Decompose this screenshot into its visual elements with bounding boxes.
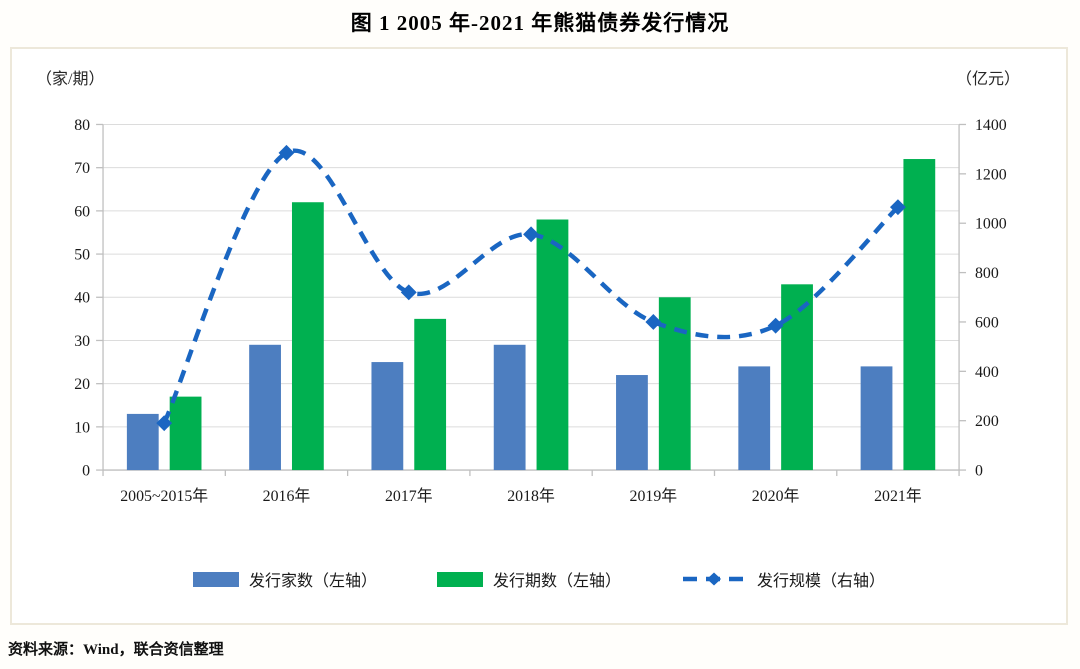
- left-axis-tick-label: 30: [74, 333, 90, 350]
- issuers-bar-2020年: [738, 366, 771, 471]
- issuers-bar-2019年: [616, 375, 648, 471]
- issuers-bar-2016年: [249, 344, 281, 471]
- right-axis-tick-label: 1000: [975, 216, 1007, 233]
- legend-label-scale: 发行规模（右轴）: [757, 573, 886, 590]
- issuers-bar-swatch-icon: [192, 571, 239, 587]
- legend-label-issues: 发行期数（左轴）: [492, 573, 621, 590]
- issuers-bar-2005~2015年: [126, 413, 159, 471]
- left-axis-tick-label: 80: [74, 117, 90, 134]
- right-axis-tick-label: 1400: [975, 117, 1007, 134]
- scale-point-2016年: [278, 144, 295, 161]
- right-axis-tick-label: 1200: [975, 166, 1007, 183]
- left-axis-tick-label: 20: [74, 376, 90, 393]
- right-axis-tick-label: 200: [975, 413, 999, 430]
- chart-panel: （家/期） （亿元） 0 10 20 30 40 50 60 70 80 0 200 400 600 80…: [10, 47, 1068, 625]
- right-axis-tick-label: 0: [975, 463, 983, 480]
- issues-bar-2005~2015年: [169, 396, 202, 471]
- scale-point-2017年: [400, 284, 417, 301]
- issuers-bar-2018年: [493, 344, 526, 471]
- issues-bar-2018年: [536, 219, 569, 471]
- scale-point-2005~2015年: [156, 415, 173, 432]
- scale-point-2019年: [645, 314, 662, 330]
- right-axis-tick-label: 800: [975, 265, 999, 282]
- left-axis-unit-label: （家/期）: [36, 71, 105, 88]
- issuers-bar-2021年: [860, 366, 893, 471]
- right-axis-unit-label: （亿元）: [955, 71, 1020, 88]
- scale-diamond-marker-icon: [707, 572, 721, 586]
- issues-bar-2019年: [658, 297, 691, 471]
- legend: 发行家数（左轴） 发行期数（左轴） 发行规模（右轴）: [12, 567, 1066, 591]
- left-axis-tick-label: 60: [74, 203, 90, 220]
- left-axis-tick-label: 0: [82, 463, 90, 480]
- x-axis-category-label: 2018年: [507, 487, 555, 505]
- x-axis-category-label: 2005~2015年: [120, 487, 208, 505]
- scale-dashed-line: [162, 148, 900, 425]
- issues-bar-2016年: [291, 202, 324, 471]
- legend-item-issues: 发行期数（左轴）: [436, 567, 621, 591]
- issues-bar-2020年: [781, 284, 813, 471]
- issues-bar-swatch-icon: [436, 571, 483, 587]
- right-axis-tick-label: 600: [975, 314, 999, 331]
- issuers-bar-2017年: [371, 362, 404, 471]
- left-axis-tick-label: 10: [74, 419, 90, 436]
- issues-bar-2021年: [903, 159, 936, 471]
- chart-title: 图 1 2005 年-2021 年熊猫债券发行情况: [350, 11, 730, 35]
- source-note: 资料来源：Wind，联合资信整理: [8, 642, 224, 658]
- left-axis-tick-label: 50: [74, 247, 90, 264]
- scale-dashed-line-swatch-icon: [683, 572, 745, 586]
- legend-item-scale: 发行规模（右轴）: [681, 567, 885, 591]
- legend-item-issuers: 发行家数（左轴）: [192, 567, 377, 591]
- left-axis-tick-label: 70: [74, 160, 90, 177]
- legend-label-issuers: 发行家数（左轴）: [248, 573, 377, 590]
- scale-point-2021年: [889, 199, 906, 216]
- chart-svg: 0102030405060708002004006008001000120014…: [74, 117, 1007, 505]
- left-axis-tick-label: 40: [74, 290, 90, 307]
- issues-bar-2017年: [414, 318, 447, 471]
- right-axis-tick-label: 400: [975, 364, 999, 381]
- x-axis-category-label: 2020年: [752, 487, 800, 505]
- x-axis-category-label: 2017年: [385, 487, 433, 505]
- x-axis-category-label: 2019年: [630, 487, 678, 505]
- x-axis-category-label: 2016年: [263, 487, 311, 505]
- x-axis-category-label: 2021年: [874, 487, 922, 505]
